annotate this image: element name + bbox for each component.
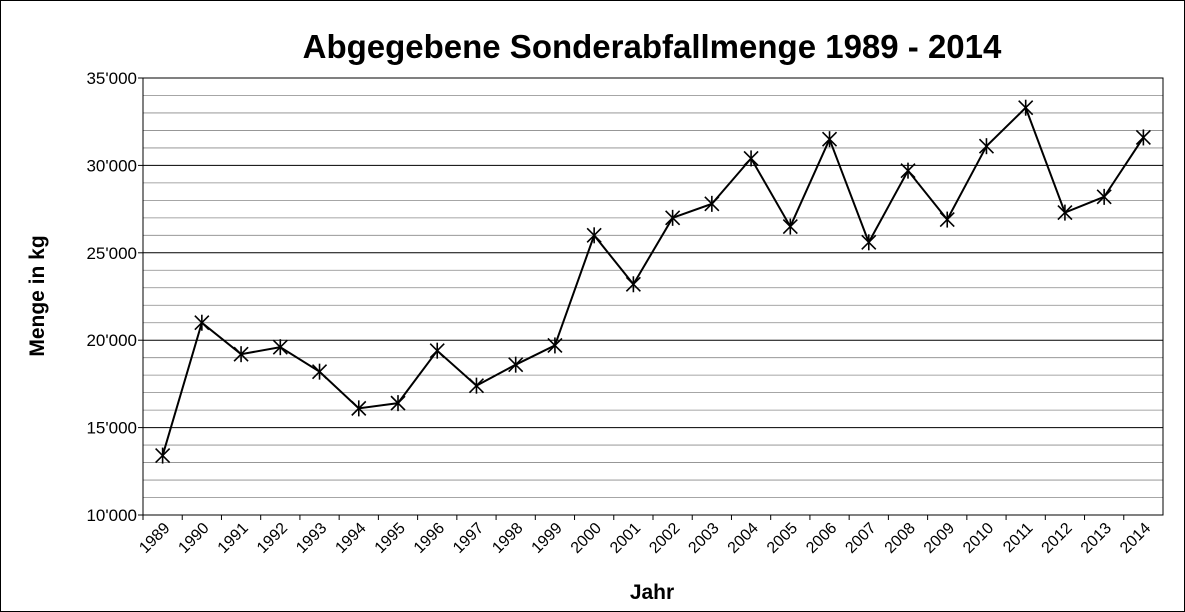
data-point [1096,188,1112,205]
data-point [390,395,406,412]
data-point [429,342,445,359]
data-point [508,356,524,373]
data-point [1057,204,1073,221]
data-point [233,346,249,363]
data-point [351,400,367,417]
chart-title: Abgegebene Sonderabfallmenge 1989 - 2014 [303,28,1002,65]
data-point [586,227,602,244]
data-point [547,337,563,354]
data-point [272,339,288,356]
y-tick-label: 30'000 [86,156,137,175]
data-point [194,314,210,331]
data-point [665,209,681,226]
data-point [821,131,838,148]
y-tick-label: 35'000 [86,69,137,88]
data-point [704,195,720,212]
y-tick-label: 10'000 [86,506,137,525]
y-tick-label: 15'000 [86,419,137,438]
data-point [1018,99,1034,116]
data-point [861,234,877,251]
y-tick-label: 20'000 [86,331,137,350]
data-point [311,363,328,380]
data-point [978,138,995,155]
data-point [782,218,798,235]
x-axis-label: Jahr [630,581,674,604]
y-axis-label: Menge in kg [26,235,49,356]
data-point [743,150,759,167]
y-tick-label: 25'000 [86,244,137,263]
data-point [1135,129,1151,146]
data-point [625,276,641,293]
data-point [468,377,485,394]
data-point [939,211,955,228]
data-point [155,447,171,464]
data-point [900,162,916,179]
